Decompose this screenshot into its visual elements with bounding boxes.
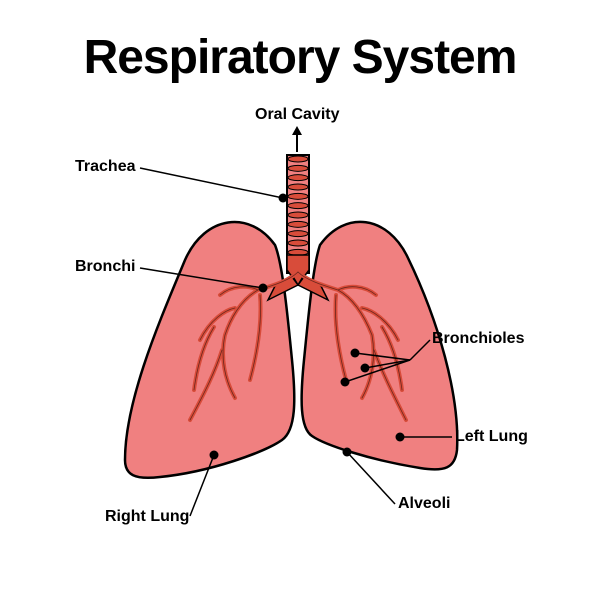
respiratory-diagram [0, 0, 600, 600]
label-alveoli: Alveoli [398, 495, 450, 513]
label-bronchi: Bronchi [75, 258, 135, 276]
label-oral-cavity: Oral Cavity [255, 106, 339, 124]
label-right-lung: Right Lung [105, 508, 189, 526]
label-trachea: Trachea [75, 158, 135, 176]
label-left-lung: Left Lung [455, 428, 528, 446]
label-bronchioles: Bronchioles [432, 330, 524, 348]
right-lung-shape [125, 222, 294, 478]
oral-cavity-arrow [292, 126, 302, 152]
